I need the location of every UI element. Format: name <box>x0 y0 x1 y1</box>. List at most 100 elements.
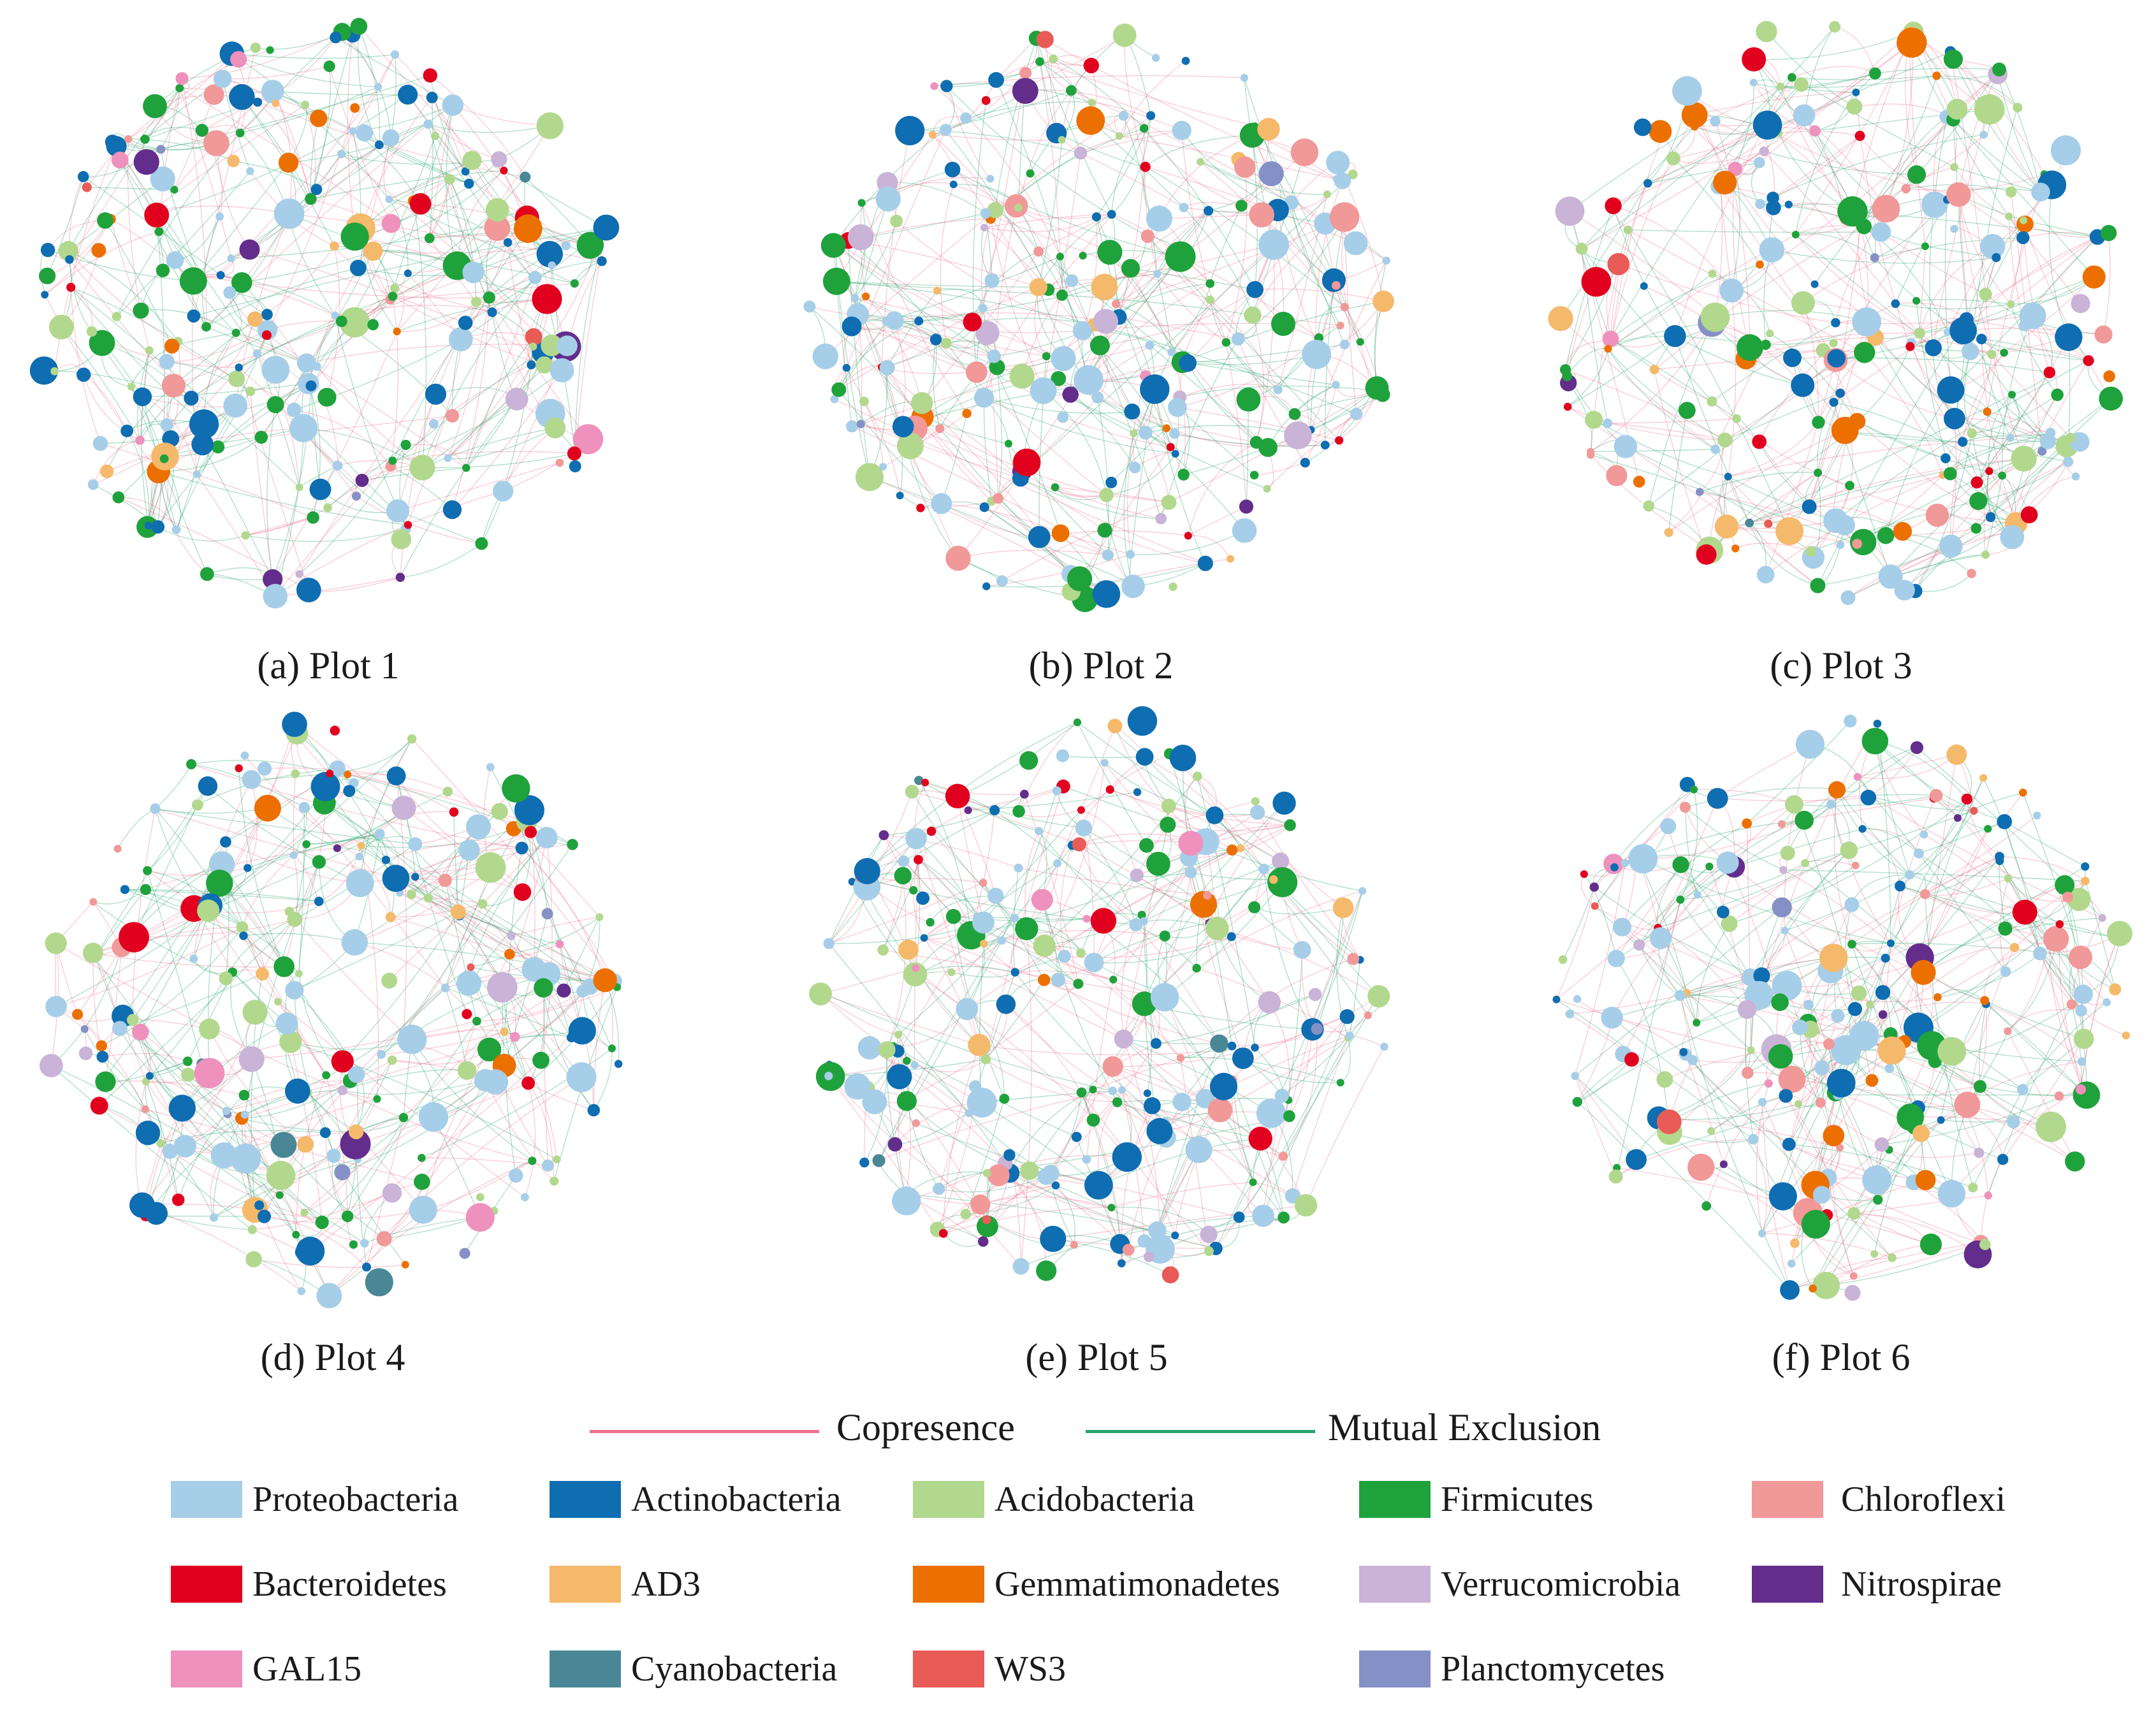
network-node <box>1168 398 1187 417</box>
network-edge <box>1779 131 1860 136</box>
network-node <box>1970 806 1978 815</box>
network-edge <box>1086 979 1114 1160</box>
network-node <box>528 1156 537 1165</box>
network-node <box>257 1209 272 1223</box>
network-node <box>1140 374 1170 404</box>
network-node <box>2004 1027 2012 1035</box>
network-edge <box>1881 231 1986 295</box>
network-edge <box>337 791 448 849</box>
network-node <box>1074 365 1103 395</box>
network-edge <box>400 398 518 578</box>
network-node <box>910 392 933 414</box>
network-edge <box>92 952 284 968</box>
network-edge <box>1055 1184 1075 1245</box>
network-node <box>189 409 219 439</box>
network-node <box>231 272 252 293</box>
network-edge <box>1988 1004 2072 1196</box>
network-edge <box>1750 850 1849 978</box>
network-edge <box>1971 433 2007 533</box>
network-node <box>1758 1098 1767 1107</box>
network-node <box>1172 120 1191 140</box>
network-edge <box>1055 1184 1158 1231</box>
network-edge <box>1252 315 1264 443</box>
network-node <box>1946 182 1971 207</box>
network-edge <box>289 833 381 912</box>
network-edge <box>953 184 1111 253</box>
network-edge <box>1817 319 1967 586</box>
network-edge <box>828 791 913 944</box>
network-edge <box>809 306 923 418</box>
network-edge <box>1851 942 2081 958</box>
network-edge <box>1020 928 1032 1267</box>
network-edge <box>1809 506 1903 532</box>
network-node <box>1756 565 1775 584</box>
network-edge <box>1849 432 1963 442</box>
network-node <box>1089 335 1110 356</box>
network-node <box>1336 321 1344 330</box>
network-edge <box>397 462 560 512</box>
network-node <box>326 1148 341 1163</box>
network-edge <box>887 290 938 368</box>
network-edge <box>357 26 380 145</box>
network-node <box>357 842 365 850</box>
network-edge <box>179 87 276 104</box>
network-node <box>1165 241 1196 272</box>
network-edge <box>1749 394 2013 524</box>
network-node <box>1323 190 1331 198</box>
network-node <box>1076 948 1086 958</box>
network-edge <box>1109 753 1170 791</box>
network-nodes <box>1552 715 2132 1301</box>
network-node <box>133 302 149 319</box>
network-node <box>197 900 220 922</box>
network-edge <box>1902 437 2011 532</box>
network-edge <box>857 314 1047 357</box>
network-edge <box>77 1014 146 1110</box>
network-node <box>1010 914 1019 922</box>
network-node <box>557 335 578 356</box>
network-node <box>273 956 295 977</box>
network-edge <box>105 220 173 347</box>
network-edge <box>1853 1046 2023 1090</box>
network-node <box>903 962 928 987</box>
network-node <box>1995 852 2004 861</box>
network-edge <box>1128 1102 1183 1250</box>
network-edge <box>1875 68 2000 74</box>
network-edge <box>1305 1046 1385 1206</box>
network-edge <box>898 1034 912 1195</box>
network-edge <box>1610 338 1737 419</box>
network-edge <box>914 859 919 1065</box>
network-node <box>261 356 290 384</box>
network-node <box>1679 1047 1688 1056</box>
network-node <box>1035 827 1043 835</box>
network-node <box>1877 527 1895 544</box>
network-node <box>235 1159 245 1168</box>
network-node <box>2075 1005 2087 1017</box>
network-node <box>1862 1165 1892 1195</box>
network-edge <box>1251 135 1325 224</box>
network-node <box>1707 788 1728 809</box>
network-node <box>1015 917 1038 940</box>
network-node <box>1345 1031 1354 1040</box>
network-edge <box>458 911 590 987</box>
network-node <box>1340 303 1349 312</box>
network-edge <box>986 1219 1074 1246</box>
network-edge <box>1121 924 1137 1039</box>
network-node <box>1865 1000 1874 1009</box>
network-edge <box>403 973 550 1118</box>
network-node <box>1092 580 1121 608</box>
network-edge <box>984 507 1107 595</box>
network-edge <box>133 805 198 938</box>
network-node <box>812 343 839 370</box>
network-plot-4 <box>40 711 623 1309</box>
network-node <box>1937 1037 1967 1066</box>
network-node <box>1633 939 1645 951</box>
network-edge <box>861 182 954 203</box>
network-edge <box>1613 205 1732 291</box>
network-node <box>1801 859 1809 868</box>
network-node <box>184 390 199 406</box>
network-node <box>956 998 979 1021</box>
network-edge <box>1581 126 1695 249</box>
network-edge <box>898 1051 970 1114</box>
network-node <box>355 474 369 487</box>
network-edge <box>222 78 353 132</box>
